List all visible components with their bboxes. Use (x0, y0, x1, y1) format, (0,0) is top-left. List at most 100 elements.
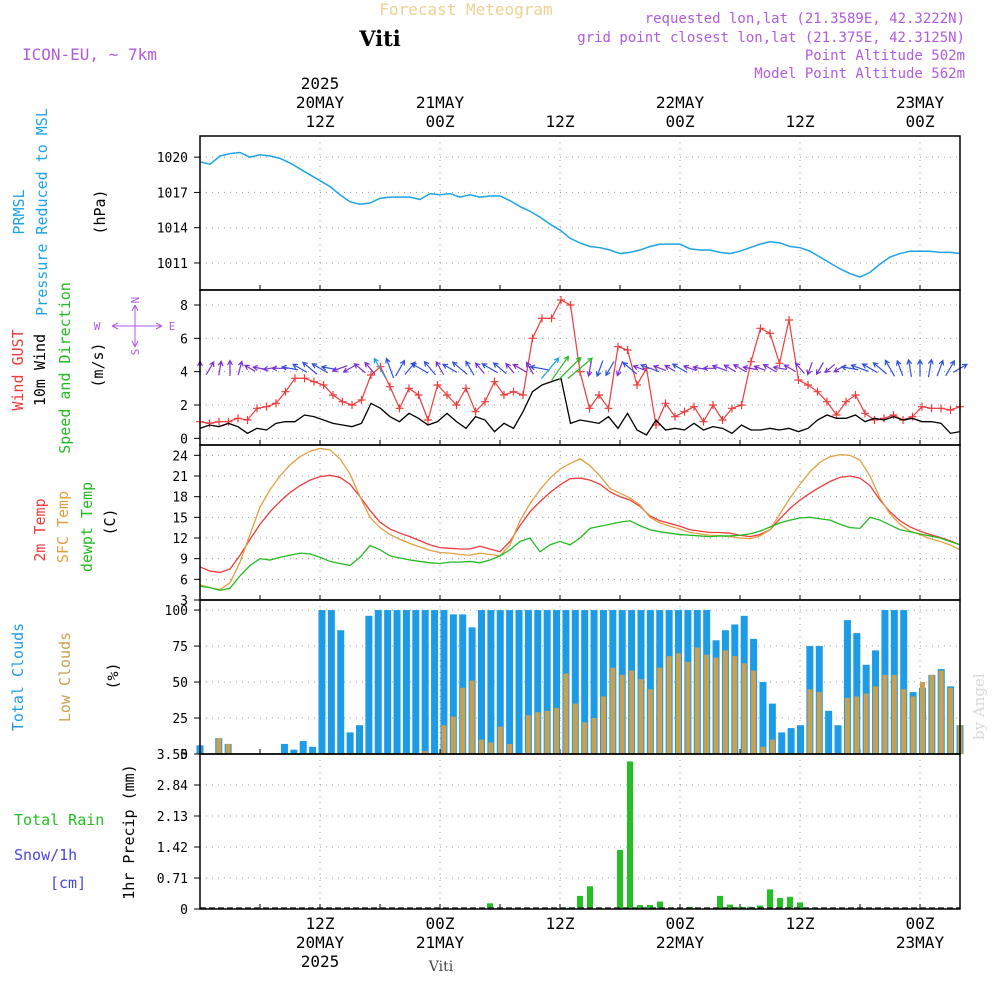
total-cloud-bar (459, 614, 467, 754)
total-cloud-bar (796, 725, 804, 754)
total-cloud-bar (402, 610, 410, 754)
footer-location: Viti (428, 959, 454, 975)
precip-ytick-label: 0.71 (157, 872, 188, 887)
low-cloud-bar (713, 657, 719, 754)
gust-marker (519, 391, 527, 399)
rain-bar (577, 895, 583, 909)
wind-direction-arrow (435, 360, 445, 376)
wind-direction-arrow (237, 360, 244, 376)
low-cloud-bar (478, 739, 484, 754)
bottom-axis-label: 00Z (426, 914, 455, 933)
top-axis-label: 00Z (906, 112, 935, 131)
low-cloud-bar (563, 673, 569, 754)
gridpoint-coords: grid point closest lon,lat (21.375E, 42.… (577, 30, 965, 46)
low-cloud-bar (741, 663, 747, 754)
precip-ytick-label: 0 (180, 903, 188, 918)
wind-ytick-label: 0 (180, 432, 188, 447)
wind-direction-arrow (301, 361, 318, 375)
wind-direction-arrow (291, 363, 308, 373)
gust-marker (861, 409, 869, 418)
gust-marker (329, 391, 337, 399)
total-cloud-bar (299, 741, 307, 754)
wind-direction-arrow (794, 362, 805, 374)
rain-bar (657, 901, 663, 909)
wind-direction-arrow (762, 364, 777, 373)
wind-direction-arrow (227, 359, 233, 377)
total-cloud-bar (374, 610, 382, 754)
gust-marker (737, 401, 746, 409)
temperature-ytick-label: 24 (172, 449, 188, 464)
gust-marker (262, 402, 271, 411)
chart-title: Forecast Meteogram (379, 0, 552, 19)
low-cloud-bar (704, 654, 710, 754)
gust-marker (766, 329, 774, 338)
gust-marker (500, 391, 508, 399)
wind-direction-arrow (512, 363, 527, 373)
top-axis-label: 12Z (306, 112, 335, 131)
gust-marker (595, 391, 603, 399)
temp-label-2m: 2m Temp (31, 498, 49, 561)
gust-marker (747, 357, 755, 366)
low-cloud-bar (844, 697, 850, 754)
total-cloud-bar (553, 610, 561, 754)
total-cloud-bar (356, 725, 364, 754)
compass-w: W (94, 320, 101, 333)
wind-ytick-label: 2 (180, 399, 188, 414)
gust-marker (680, 407, 689, 416)
pressure-ytick-label: 1020 (157, 151, 188, 166)
total-cloud-bar (590, 610, 598, 754)
wind-ytick-label: 4 (180, 366, 188, 381)
bottom-axis-label: 00Z (666, 914, 695, 933)
cloud-units: (%) (104, 662, 122, 689)
temperature-ytick-label: 3 (180, 594, 188, 609)
gust-marker (614, 342, 622, 351)
temperature-ytick-label: 15 (172, 511, 188, 526)
wind-direction-arrow (558, 356, 582, 380)
gust-marker (623, 346, 632, 354)
gust-marker (509, 387, 518, 396)
bottom-axis-label: 12Z (306, 914, 335, 933)
total-cloud-bar (280, 743, 288, 754)
gust-marker (804, 381, 812, 389)
gust-marker (937, 404, 945, 413)
wind-direction-arrow (205, 360, 215, 376)
gust-marker (319, 381, 328, 389)
low-cloud-bar (582, 722, 588, 754)
gust-marker (528, 334, 537, 343)
low-cloud-bar (638, 679, 644, 754)
low-cloud-bar (873, 686, 879, 754)
low-cloud-bar (882, 674, 888, 754)
rain-bar (777, 898, 783, 909)
wind-line (199, 377, 961, 436)
total-cloud-bar (365, 615, 373, 754)
wind-direction-arrow (311, 363, 329, 374)
wind-direction-arrow (492, 362, 507, 375)
gust-marker (785, 316, 793, 324)
wind-direction-arrow (753, 364, 766, 371)
clouds-ytick-label: 100 (165, 604, 188, 619)
total-cloud-bar (496, 610, 504, 754)
point-altitude: Point Altitude 502m (805, 48, 965, 64)
total-cloud-bar (309, 746, 317, 754)
wind-direction-arrow (711, 364, 728, 372)
low-cloud-bar (769, 739, 775, 754)
pressure-units: (hPa) (91, 189, 109, 234)
gust-marker (443, 391, 451, 399)
low-cloud-bar (854, 696, 860, 754)
temperature-ytick-label: 18 (172, 491, 188, 506)
total-cloud-bar (337, 630, 345, 754)
precip-ytick-label: 3.55 (157, 748, 188, 763)
total-cloud-bar (759, 682, 767, 754)
gust-marker (243, 416, 252, 424)
total-cloud-bar (900, 610, 908, 754)
low-cloud-bar (666, 656, 672, 754)
gust-marker (728, 404, 736, 413)
gust-marker (604, 404, 613, 413)
precip-frame (199, 753, 961, 910)
total-cloud-bar (778, 732, 786, 754)
gust-marker (547, 314, 556, 323)
rain-bar (727, 904, 733, 909)
wind-direction-arrow (451, 361, 468, 375)
low-cloud-bar (469, 680, 475, 754)
